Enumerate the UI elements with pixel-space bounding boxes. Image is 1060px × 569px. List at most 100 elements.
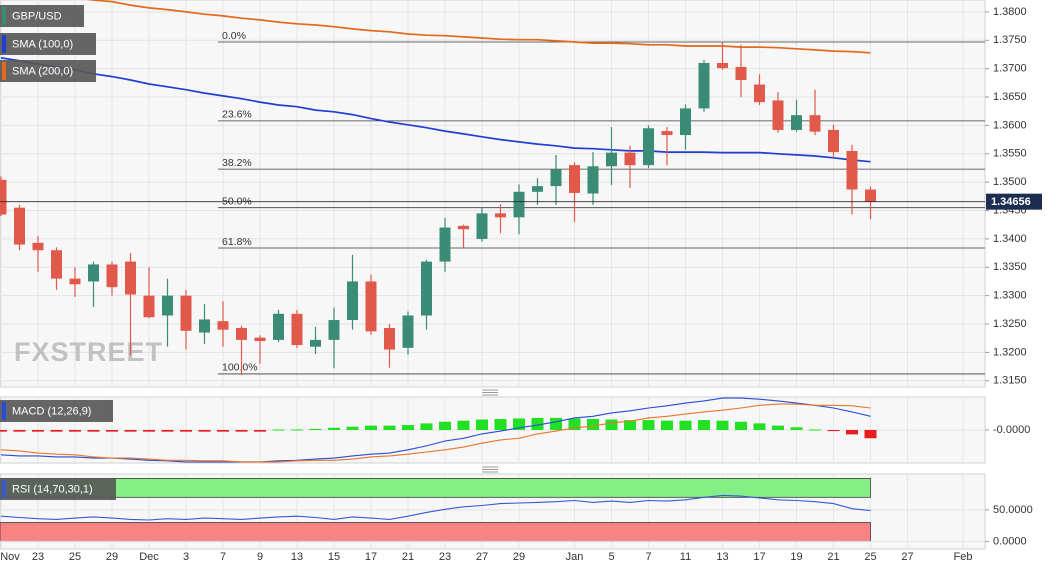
macd-histogram-bar bbox=[420, 423, 433, 430]
rsi-band bbox=[0, 522, 871, 542]
candle-body bbox=[698, 62, 710, 109]
candle-body bbox=[606, 152, 617, 167]
macd-histogram-bar bbox=[106, 430, 118, 432]
x-tick-label: 27 bbox=[901, 551, 913, 563]
last-price-box bbox=[986, 193, 1042, 210]
y-tick-label: 1.3750 bbox=[993, 34, 1027, 46]
macd-histogram-bar bbox=[513, 418, 525, 430]
x-tick-label: 29 bbox=[513, 551, 525, 563]
candle-body bbox=[51, 250, 62, 279]
candle-body bbox=[735, 66, 747, 81]
macd-histogram-bar bbox=[235, 430, 248, 432]
macd-histogram-bar bbox=[32, 430, 44, 432]
macd-histogram-bar bbox=[217, 430, 229, 432]
sma-line bbox=[86, 0, 871, 54]
candle-body bbox=[199, 319, 210, 333]
x-tick-label: 17 bbox=[365, 551, 377, 563]
candle-body bbox=[587, 166, 599, 194]
x-tick-label: 5 bbox=[608, 551, 614, 563]
candle-body bbox=[32, 242, 44, 251]
macd-histogram-bar bbox=[346, 426, 359, 430]
rsi-line bbox=[0, 494, 871, 521]
x-tick-label: 7 bbox=[645, 551, 651, 563]
macd-histogram-bar bbox=[661, 420, 673, 430]
candle-body bbox=[458, 225, 469, 230]
candle-body bbox=[476, 213, 488, 239]
macd-histogram-bar bbox=[198, 430, 211, 432]
legend-swatch bbox=[2, 62, 6, 80]
legend-label: GBP/USD bbox=[12, 10, 62, 22]
y-tick-label: 1.3200 bbox=[993, 346, 1027, 358]
legend-box bbox=[0, 60, 96, 82]
x-tick-label: Feb bbox=[954, 551, 973, 563]
fib-label: 23.6% bbox=[222, 109, 252, 121]
candle-body bbox=[236, 327, 247, 340]
macd-histogram-bar bbox=[383, 425, 396, 430]
macd-histogram-bar bbox=[679, 420, 692, 430]
macd-histogram-bar bbox=[291, 429, 303, 431]
macd-histogram-bar bbox=[642, 420, 655, 430]
legend-swatch bbox=[2, 402, 6, 420]
candle-body bbox=[125, 261, 136, 295]
x-tick-label: 29 bbox=[106, 551, 118, 563]
macd-histogram-bar bbox=[716, 420, 729, 430]
macd-histogram-bar bbox=[864, 430, 877, 439]
x-tick-label: 23 bbox=[439, 551, 451, 563]
macd-histogram-bar bbox=[827, 430, 840, 432]
macd-histogram-bar bbox=[568, 418, 581, 430]
panel-handle bbox=[482, 466, 498, 473]
macd-line bbox=[0, 403, 871, 463]
candle-body bbox=[402, 315, 414, 348]
candle-body bbox=[162, 295, 173, 316]
panel-handle bbox=[482, 389, 498, 396]
macd-histogram-bar bbox=[328, 427, 340, 430]
legend-swatch bbox=[2, 480, 6, 498]
macd-histogram-bar bbox=[439, 421, 451, 430]
macd-histogram-bar bbox=[124, 430, 137, 432]
macd-line bbox=[0, 397, 871, 463]
x-tick-label: 19 bbox=[790, 551, 802, 563]
panel-title: RSI (14,70,30,1) bbox=[12, 483, 93, 495]
macd-histogram-bar bbox=[402, 425, 414, 430]
macd-histogram-bar bbox=[272, 429, 285, 431]
legend-swatch bbox=[2, 35, 6, 53]
candle-body bbox=[846, 150, 858, 190]
macd-histogram-bar bbox=[50, 430, 63, 432]
macd-histogram-bar bbox=[550, 417, 562, 430]
candle-body bbox=[717, 62, 728, 69]
macd-histogram-bar bbox=[0, 430, 7, 432]
candle-body bbox=[569, 165, 580, 193]
x-tick-label: Nov bbox=[0, 551, 20, 563]
candle-body bbox=[143, 295, 155, 318]
legend-label: SMA (200,0) bbox=[12, 65, 73, 77]
y-tick-label: -0.0000 bbox=[993, 424, 1030, 436]
candle-body bbox=[532, 186, 543, 192]
candle-body bbox=[495, 213, 506, 218]
x-tick-label: 17 bbox=[753, 551, 765, 563]
candle-body bbox=[291, 313, 303, 346]
candle-body bbox=[550, 169, 562, 187]
sma-line bbox=[0, 57, 871, 163]
macd-histogram-bar bbox=[753, 423, 766, 430]
candle-body bbox=[347, 281, 358, 321]
macd-histogram-bar bbox=[457, 420, 470, 430]
x-tick-label: 27 bbox=[476, 551, 488, 563]
y-tick-label: 1.3500 bbox=[993, 176, 1027, 188]
x-tick-label: 13 bbox=[716, 551, 728, 563]
candle-body bbox=[0, 179, 7, 215]
macd-histogram-bar bbox=[809, 429, 821, 431]
y-tick-label: 1.3300 bbox=[993, 290, 1027, 302]
candle-body bbox=[217, 321, 229, 330]
y-tick-label: 0.0000 bbox=[993, 535, 1027, 547]
last-price-label: 1.34656 bbox=[991, 196, 1031, 208]
x-tick-label: 7 bbox=[220, 551, 226, 563]
macd-histogram-bar bbox=[69, 430, 81, 432]
candle-body bbox=[14, 207, 25, 245]
macd-histogram-bar bbox=[735, 421, 747, 430]
macd-histogram-bar bbox=[494, 419, 507, 430]
legend-box bbox=[0, 400, 113, 422]
y-tick-label: 1.3650 bbox=[993, 91, 1027, 103]
legend-box bbox=[0, 33, 96, 55]
macd-histogram-bar bbox=[605, 419, 618, 430]
